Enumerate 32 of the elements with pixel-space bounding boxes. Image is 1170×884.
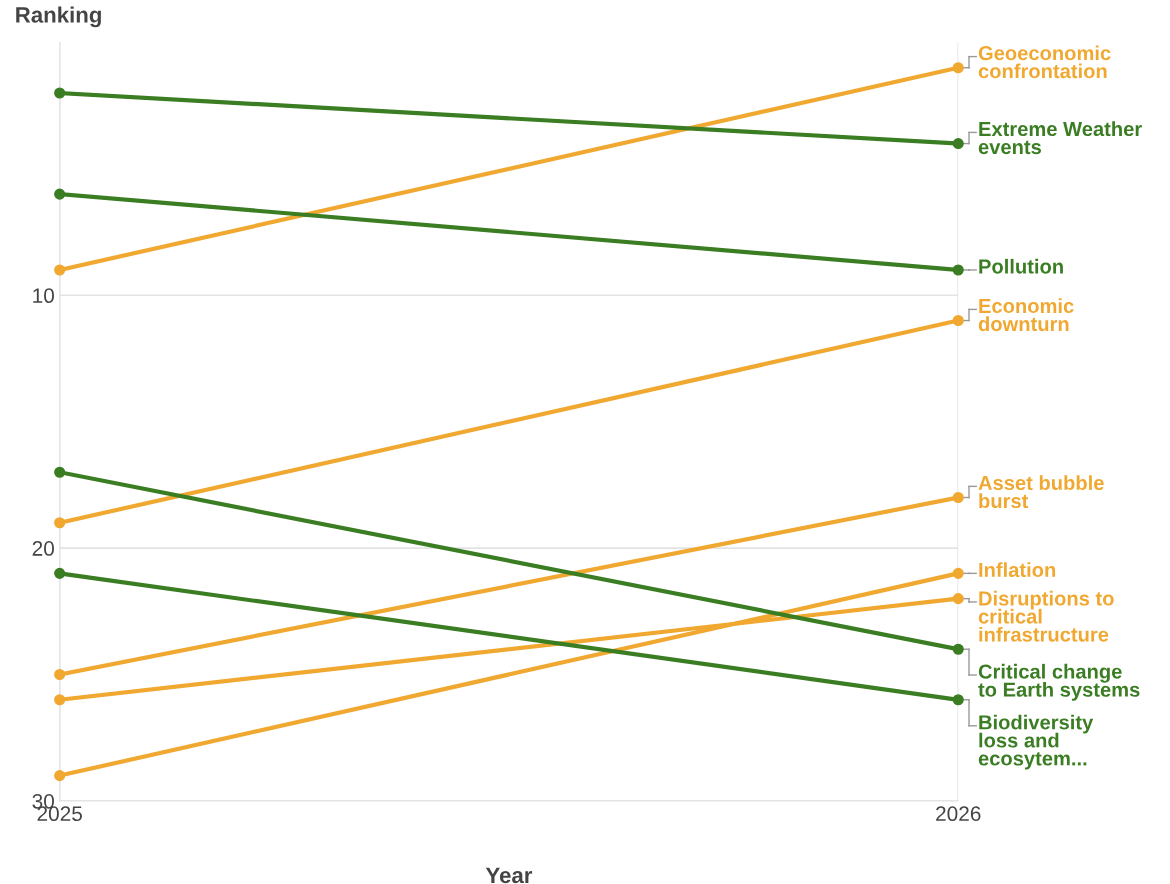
y-tick-label: 20 bbox=[32, 541, 54, 556]
series-label: Extreme Weather events bbox=[978, 121, 1142, 155]
point bbox=[54, 567, 66, 579]
point bbox=[952, 491, 964, 504]
series-label: Pollution bbox=[979, 258, 1063, 274]
x-tick-label: 2026 bbox=[936, 806, 981, 822]
point bbox=[952, 62, 964, 74]
point bbox=[952, 138, 964, 150]
point bbox=[54, 694, 66, 706]
point bbox=[952, 643, 964, 655]
series-label: Disruptions to critical infrastructure bbox=[978, 590, 1114, 642]
series-label: Biodiversity loss and ecosytem... bbox=[978, 714, 1094, 770]
series-label: Inflation bbox=[979, 562, 1056, 578]
point bbox=[952, 264, 964, 276]
series-label: Asset bubble burst bbox=[978, 475, 1104, 509]
point bbox=[54, 770, 66, 782]
point bbox=[952, 314, 964, 327]
point bbox=[54, 517, 66, 529]
point bbox=[952, 567, 964, 579]
point bbox=[54, 188, 66, 200]
series-label: Geoeconomic confrontation bbox=[978, 45, 1111, 79]
point bbox=[54, 87, 66, 99]
point bbox=[952, 593, 964, 605]
point bbox=[54, 668, 66, 681]
series-label: Critical change to Earth systems bbox=[978, 663, 1140, 701]
point bbox=[54, 264, 66, 276]
series-label: Economic downturn bbox=[978, 298, 1074, 332]
y-tick-label: 10 bbox=[33, 288, 54, 304]
point bbox=[54, 466, 66, 478]
x-axis-title: Year bbox=[485, 867, 533, 884]
point bbox=[952, 694, 964, 706]
y-axis-title: Ranking bbox=[16, 6, 101, 28]
